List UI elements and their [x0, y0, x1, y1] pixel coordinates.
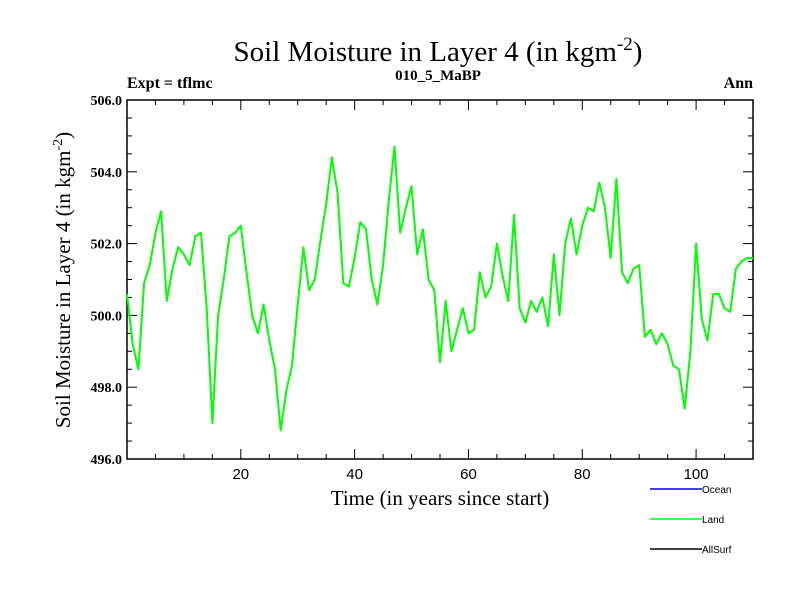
- legend: Ocean Land AllSurf: [650, 485, 732, 556]
- legend-label-allsurf: AllSurf: [702, 545, 732, 556]
- chart-title: Soil Moisture in Layer 4 (in kgm-2): [234, 34, 643, 68]
- y-axis-label: Soil Moisture in Layer 4 (in kgm-2): [51, 132, 75, 428]
- x-tick-label: 80: [574, 466, 591, 483]
- y-tick-label: 496.0: [91, 453, 123, 468]
- legend-label-land: Land: [702, 515, 724, 526]
- season-label: Ann: [724, 75, 753, 92]
- y-tick-label: 506.0: [91, 94, 123, 109]
- period-label: 010_5_MaBP: [395, 68, 481, 84]
- plot-frame: [126, 99, 754, 460]
- x-tick-label: 40: [346, 466, 363, 483]
- legend-label-ocean: Ocean: [702, 485, 731, 496]
- x-tick-label: 60: [460, 466, 477, 483]
- x-tick-label: 100: [684, 466, 709, 483]
- y-tick-label: 500.0: [91, 309, 123, 324]
- x-axis-ticks: 20 40 60 80 100: [154, 100, 726, 483]
- series-line-land: [126, 145, 753, 432]
- y-tick-label: 498.0: [91, 381, 123, 396]
- y-axis-ticks: 496.0 498.0 500.0 502.0 504.0 506.0: [91, 94, 753, 468]
- x-tick-label: 20: [232, 466, 249, 483]
- experiment-label: Expt = tflmc: [127, 75, 213, 92]
- x-axis-label: Time (in years since start): [331, 486, 550, 510]
- y-tick-label: 502.0: [91, 238, 123, 253]
- y-tick-label: 504.0: [91, 166, 123, 181]
